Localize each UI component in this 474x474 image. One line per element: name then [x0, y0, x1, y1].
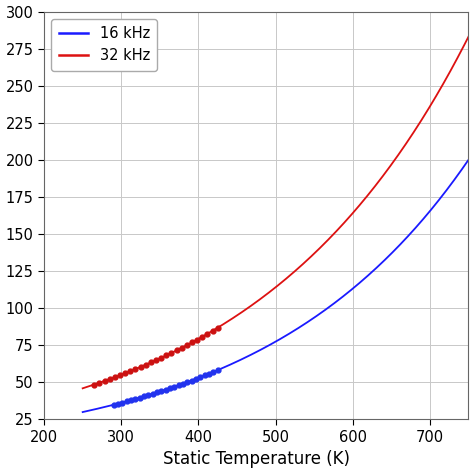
X-axis label: Static Temperature (K): Static Temperature (K) — [163, 450, 350, 468]
Legend: 16 kHz, 32 kHz: 16 kHz, 32 kHz — [51, 19, 157, 71]
